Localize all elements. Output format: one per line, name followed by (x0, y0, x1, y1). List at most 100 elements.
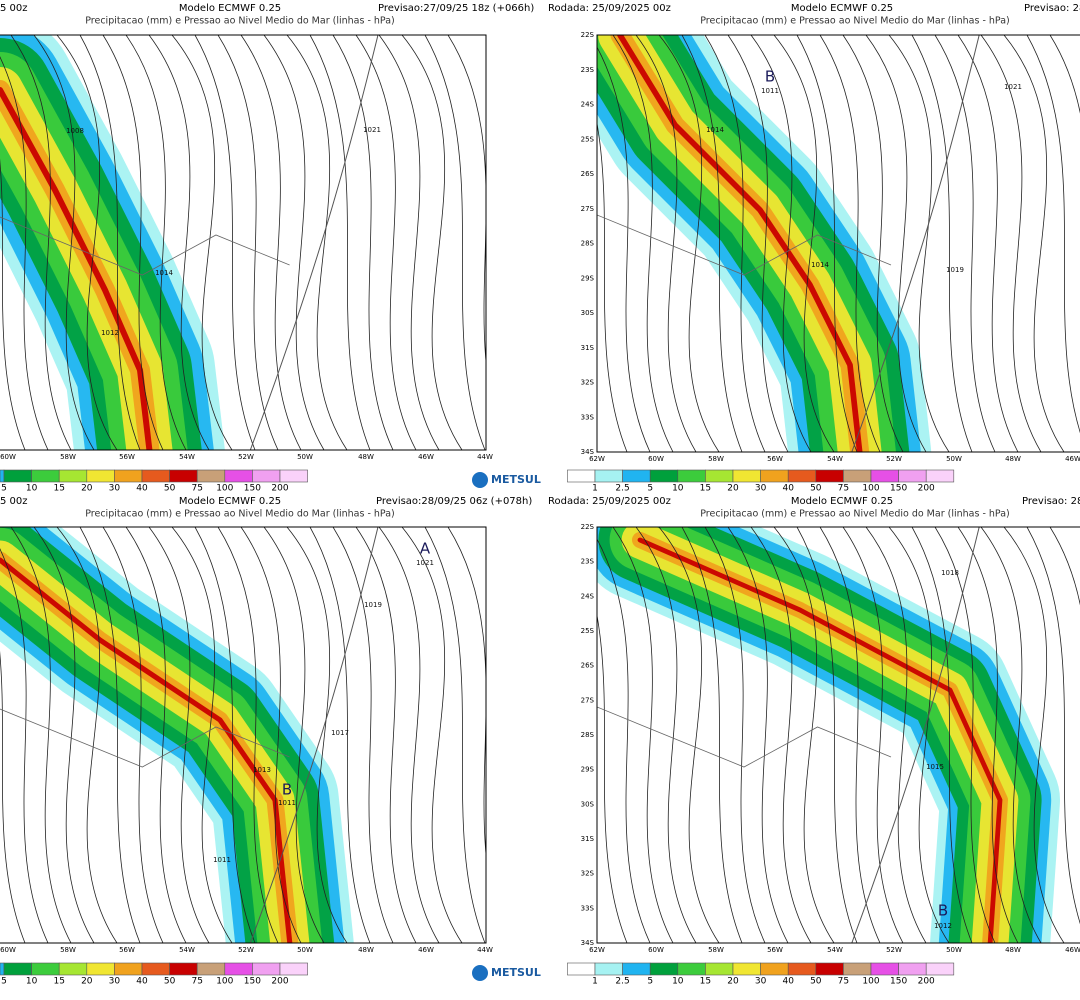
pressure-center: B (282, 781, 292, 799)
lon-label: 50W (297, 453, 313, 461)
isobar-label: 1012 (101, 329, 119, 337)
lon-label: 54W (827, 946, 843, 954)
lon-label: 54W (179, 453, 195, 461)
isobar (309, 35, 371, 450)
isobar (1003, 527, 1065, 943)
lat-label: 25S (581, 627, 595, 635)
legend-box (787, 962, 817, 976)
isobar-label: 1019 (364, 601, 382, 609)
lon-label: 56W (767, 946, 783, 954)
legend-box (870, 962, 899, 976)
legend-label: 2.5 (615, 977, 629, 987)
legend-label: 15 (700, 484, 711, 494)
legend-label: 100 (862, 977, 879, 987)
isobar (378, 35, 440, 450)
isobar (102, 527, 164, 943)
legend-label: 50 (164, 484, 176, 494)
map (0, 35, 486, 450)
isobar (796, 527, 858, 943)
isobar (263, 35, 325, 450)
legend-box (3, 962, 32, 976)
legend-label: 75 (191, 484, 202, 494)
isobar (612, 35, 674, 452)
legend-box (196, 469, 226, 483)
isobar (980, 35, 1042, 452)
subtitle: Precipitacao (mm) e Pressao ao Nivel Med… (85, 16, 395, 27)
isobar (79, 527, 141, 943)
legend-box (169, 962, 198, 976)
lon-label: 48W (358, 453, 374, 461)
isobar (332, 35, 394, 450)
logo: METSUL (491, 966, 541, 979)
legend-box (567, 962, 596, 976)
legend-box (279, 962, 308, 976)
legend-box (0, 469, 5, 483)
model-label: Modelo ECMWF 0.25 (179, 496, 281, 507)
run-label: 5 00z (0, 3, 28, 14)
isobar-label: 1019 (946, 266, 964, 274)
isobar (658, 35, 720, 452)
isobar (819, 35, 881, 452)
lon-label: 46W (418, 453, 434, 461)
isobar (194, 35, 256, 450)
model-label: Modelo ECMWF 0.25 (791, 496, 893, 507)
legend-label: 100 (216, 977, 233, 987)
legend-label: 20 (81, 977, 93, 987)
isobar (597, 538, 651, 943)
legend-label: 200 (918, 484, 935, 494)
legend-box (898, 469, 927, 483)
subtitle: Precipitacao (mm) e Pressao ao Nivel Med… (700, 16, 1010, 27)
map-frame (596, 526, 1080, 944)
precip-band (0, 87, 153, 450)
legend-box (787, 469, 817, 483)
legend-label: 15 (53, 484, 64, 494)
isobar (597, 613, 628, 943)
legend-box (925, 469, 955, 483)
isobar (658, 527, 720, 943)
lon-label: 54W (179, 946, 195, 954)
lat-label: 32S (581, 870, 595, 878)
coastline (851, 35, 980, 452)
isobar (612, 527, 674, 943)
legend-label: 200 (918, 977, 935, 987)
isobar (194, 527, 256, 943)
lat-label: 33S (581, 904, 595, 912)
isobar (102, 35, 164, 450)
lon-label: 60W (648, 455, 664, 463)
run-label: Rodada: 25/09/2025 00z (548, 496, 671, 507)
legend-label: 50 (164, 977, 176, 987)
subtitle: Precipitacao (mm) e Pressao ao Nivel Med… (700, 509, 1010, 520)
lat-label: 34S (581, 939, 595, 947)
isobar (934, 527, 996, 943)
legend-label: 40 (136, 977, 148, 987)
isobar (704, 35, 766, 452)
isobar (865, 35, 927, 452)
isobar (309, 527, 371, 943)
forecast-label: Previsao: 28 (1022, 496, 1080, 507)
legend-box (925, 962, 955, 976)
isobar-label: 1021 (416, 559, 434, 567)
lat-label: 31S (581, 835, 595, 843)
legend-box (567, 469, 596, 483)
legend-label: 2.5 (615, 484, 629, 494)
lat-label: 26S (581, 170, 595, 178)
isobar (597, 121, 628, 452)
legend-label: 150 (890, 484, 907, 494)
isobar (240, 527, 302, 943)
lon-label: 56W (119, 946, 135, 954)
legend-label: 5 (1, 484, 7, 494)
legend-label: 150 (244, 484, 261, 494)
isobar (240, 35, 302, 450)
legend-box (196, 962, 226, 976)
lat-label: 22S (581, 523, 595, 531)
legend-box (843, 962, 872, 976)
lat-label: 28S (581, 731, 595, 739)
legend-label: 100 (862, 484, 879, 494)
precip-band (637, 537, 1003, 943)
isobar-label: 1014 (155, 269, 173, 277)
logo-globe (472, 965, 488, 981)
legend-box (705, 962, 734, 976)
legend-label: 5 (1, 977, 7, 987)
isobar (355, 35, 417, 450)
lon-label: 58W (708, 455, 724, 463)
